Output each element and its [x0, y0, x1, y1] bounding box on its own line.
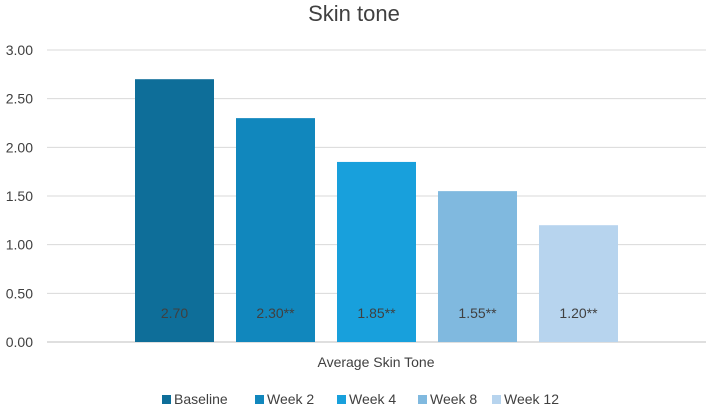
- y-tick-label: 0.50: [6, 285, 33, 301]
- y-tick-label: 2.00: [6, 139, 33, 155]
- legend-label: Baseline: [174, 391, 228, 407]
- y-tick-label: 1.00: [6, 237, 33, 253]
- x-axis-label: Average Skin Tone: [317, 354, 434, 370]
- bar-week-8: [438, 191, 517, 342]
- legend-swatch: [492, 395, 501, 404]
- bar-baseline: [135, 79, 214, 342]
- legend-label: Week 4: [349, 391, 396, 407]
- data-labels: 2.70 2.30** 1.85** 1.55** 1.20**: [161, 305, 598, 321]
- bar-week-4: [337, 161, 416, 342]
- data-label: 2.70: [161, 305, 188, 321]
- legend-swatch: [337, 395, 346, 404]
- y-tick-label: 3.00: [6, 42, 33, 58]
- legend-label: Week 8: [430, 391, 477, 407]
- y-tick-label: 2.50: [6, 91, 33, 107]
- bar-week-2: [236, 118, 315, 342]
- bar-week-12: [539, 225, 618, 342]
- legend-swatch: [162, 395, 171, 404]
- legend-swatch: [418, 395, 427, 404]
- data-label: 1.20**: [559, 305, 598, 321]
- y-tick-label: 1.50: [6, 188, 33, 204]
- y-tick-label: 0.00: [6, 334, 33, 350]
- legend-label: Week 12: [504, 391, 559, 407]
- bars: [135, 79, 618, 342]
- legend-swatch: [255, 395, 264, 404]
- data-label: 2.30**: [256, 305, 295, 321]
- chart-title: Skin tone: [308, 1, 400, 26]
- y-axis-ticks: 0.00 0.50 1.00 1.50 2.00 2.50 3.00: [6, 42, 33, 350]
- legend: Baseline Week 2 Week 4 Week 8 Week 12: [162, 391, 559, 407]
- data-label: 1.85**: [357, 305, 396, 321]
- data-label: 1.55**: [458, 305, 497, 321]
- legend-label: Week 2: [267, 391, 314, 407]
